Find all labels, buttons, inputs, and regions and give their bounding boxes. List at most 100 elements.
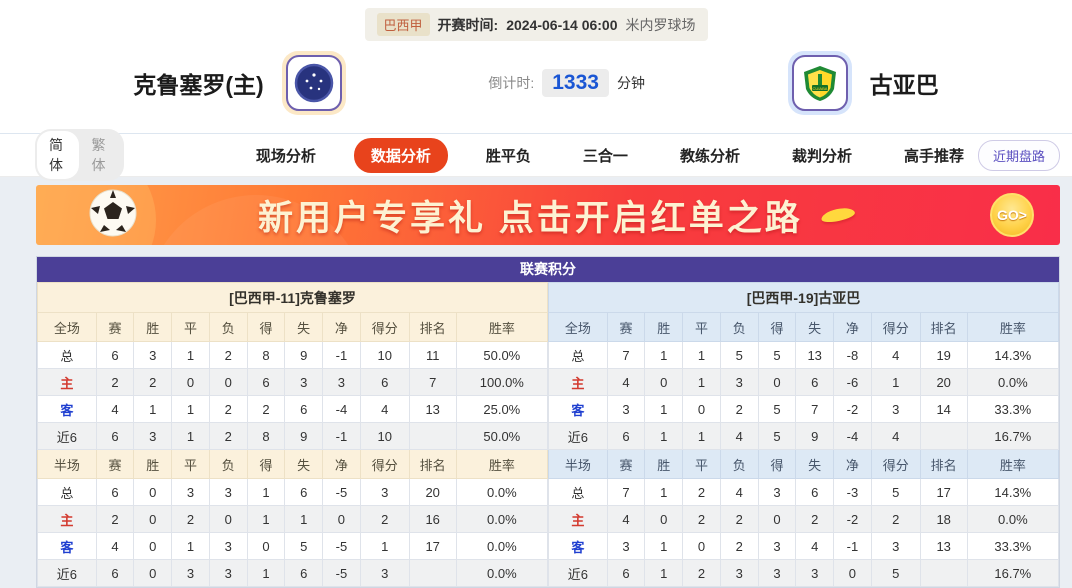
stat-cell: 2	[719, 395, 759, 423]
stat-cell: -4	[322, 395, 361, 423]
language-toggle: 简体 繁体	[35, 129, 124, 181]
home-stats-table: [巴西甲-11]克鲁塞罗 全场赛胜平负得失净得分 排名 胜率总 6 3 1 2 8 9 -1 10 11…	[37, 282, 549, 587]
stats-row: 客 4 0 1 3 0 5 -5 1 17 0.0%	[37, 532, 549, 560]
stat-cell	[408, 559, 457, 587]
stat-cell: 14	[919, 395, 968, 423]
stats-row: 总 6 3 1 2 8 9 -1 10 11 50.0%	[37, 341, 549, 369]
stat-cell: -4	[833, 422, 872, 450]
stat-cell: 6	[795, 478, 835, 506]
tab-coach-analysis[interactable]: 教练分析	[679, 147, 740, 165]
stat-cell	[408, 422, 457, 450]
tab-win-draw-lose[interactable]: 胜平负	[485, 147, 531, 165]
stat-cell: -1	[322, 422, 361, 450]
row-label: 主	[37, 368, 97, 396]
row-label: 近6	[548, 559, 608, 587]
tab-live-analysis[interactable]: 现场分析	[255, 147, 316, 165]
column-header: 胜率	[455, 312, 549, 342]
stat-cell: 0	[757, 505, 797, 533]
league-chip: 巴西甲	[376, 13, 430, 36]
stat-cell: -2	[833, 505, 872, 533]
stat-cell: 2	[682, 505, 721, 533]
lang-traditional-button[interactable]: 繁体	[91, 137, 106, 173]
countdown: 倒计时: 1333 分钟	[442, 69, 692, 97]
stat-cell: 2	[682, 559, 721, 587]
tab-data-analysis[interactable]: 数据分析	[353, 137, 448, 173]
stat-cell: 0	[246, 532, 286, 560]
stat-cell: 20	[919, 368, 968, 396]
tab-referee-analysis[interactable]: 裁判分析	[791, 147, 852, 165]
column-header: 胜率	[455, 449, 549, 479]
row-label: 总	[37, 341, 97, 369]
kickoff-label: 开赛时间:	[437, 16, 499, 33]
column-header: 失	[795, 312, 835, 342]
tab-three-in-one[interactable]: 三合一	[582, 147, 628, 165]
stat-cell: 1	[171, 532, 210, 560]
column-header: 净	[833, 312, 872, 342]
stat-cell: 50.0%	[455, 422, 549, 450]
stat-cell: 3	[795, 559, 835, 587]
league-points-block: 联赛积分 [巴西甲-11]克鲁塞罗 全场赛胜平负得失净得分 排名 胜率总 6 3 1 2 8 9-…	[36, 256, 1060, 588]
stat-cell: 0.0%	[966, 368, 1060, 396]
stat-cell: -5	[322, 532, 361, 560]
promo-banner[interactable]: 新用户专享礼 点击开启红单之路 GO>	[36, 185, 1060, 245]
column-header: 负	[719, 312, 759, 342]
stat-cell: 33.3%	[966, 395, 1060, 423]
stat-cell: 2	[171, 505, 210, 533]
stat-cell: 1	[870, 368, 921, 396]
column-header: 排名	[919, 312, 968, 342]
stat-cell: 0	[644, 505, 684, 533]
recent-odds-button[interactable]: 近期盘路	[977, 139, 1060, 171]
column-header: 失	[795, 449, 835, 479]
row-label: 主	[548, 505, 608, 533]
stat-cell: 0	[322, 505, 361, 533]
stat-cell: 1	[682, 422, 721, 450]
stat-cell: 2	[133, 368, 173, 396]
countdown-label: 倒计时:	[488, 75, 535, 91]
stat-cell: 0.0%	[455, 478, 549, 506]
league-points-halves: [巴西甲-11]克鲁塞罗 全场赛胜平负得失净得分 排名 胜率总 6 3 1 2 8 9 -1 10 11…	[37, 282, 1060, 587]
stat-cell: 9	[284, 422, 324, 450]
stat-cell: 2	[682, 478, 721, 506]
stats-row: 主 4 0 1 3 0 6 -6 1 20 0.0%	[548, 368, 1060, 396]
column-header: 胜率	[966, 449, 1060, 479]
stat-cell: 2	[719, 505, 759, 533]
stat-cell: 1	[644, 341, 684, 369]
row-label: 主	[37, 505, 97, 533]
stat-cell: 0	[133, 559, 173, 587]
home-team-badge-icon	[281, 51, 346, 115]
stat-cell: 3	[208, 532, 248, 560]
column-header: 负	[208, 312, 248, 342]
stat-cell: 4	[95, 395, 135, 423]
venue-name: 米内罗球场	[625, 16, 696, 33]
stat-cell: 0.0%	[455, 559, 549, 587]
stats-row: 总 7 1 1 5 5 13 -8 4 19 14.3%	[548, 341, 1060, 369]
stat-cell: 6	[95, 478, 135, 506]
stat-cell: 5	[284, 532, 324, 560]
row-label: 主	[548, 368, 608, 396]
stat-cell: 9	[795, 422, 835, 450]
tab-expert-picks[interactable]: 高手推荐	[903, 147, 964, 165]
go-coin-icon[interactable]: GO>	[990, 193, 1034, 237]
column-header: 排名	[408, 312, 457, 342]
stat-cell: 3	[359, 559, 410, 587]
stat-cell: 14.3%	[966, 341, 1060, 369]
stat-cell: 3	[171, 478, 210, 506]
stat-cell: 7	[408, 368, 457, 396]
stat-cell: 3	[208, 478, 248, 506]
stat-cell: 3	[719, 368, 759, 396]
stat-cell: 2	[95, 368, 135, 396]
stat-cell: 3	[870, 395, 921, 423]
column-header: 排名	[408, 449, 457, 479]
stat-cell: 3	[606, 532, 646, 560]
column-header: 赛	[95, 449, 135, 479]
stat-cell: 3	[359, 478, 410, 506]
stat-cell: 0	[757, 368, 797, 396]
stat-cell: 7	[795, 395, 835, 423]
lang-simplified-button[interactable]: 简体	[37, 131, 80, 179]
column-header: 负	[208, 449, 248, 479]
row-label: 总	[548, 478, 608, 506]
stat-cell: 1	[246, 505, 286, 533]
row-label: 客	[37, 532, 97, 560]
stat-cell: 0.0%	[455, 505, 549, 533]
stat-cell: 3	[171, 559, 210, 587]
